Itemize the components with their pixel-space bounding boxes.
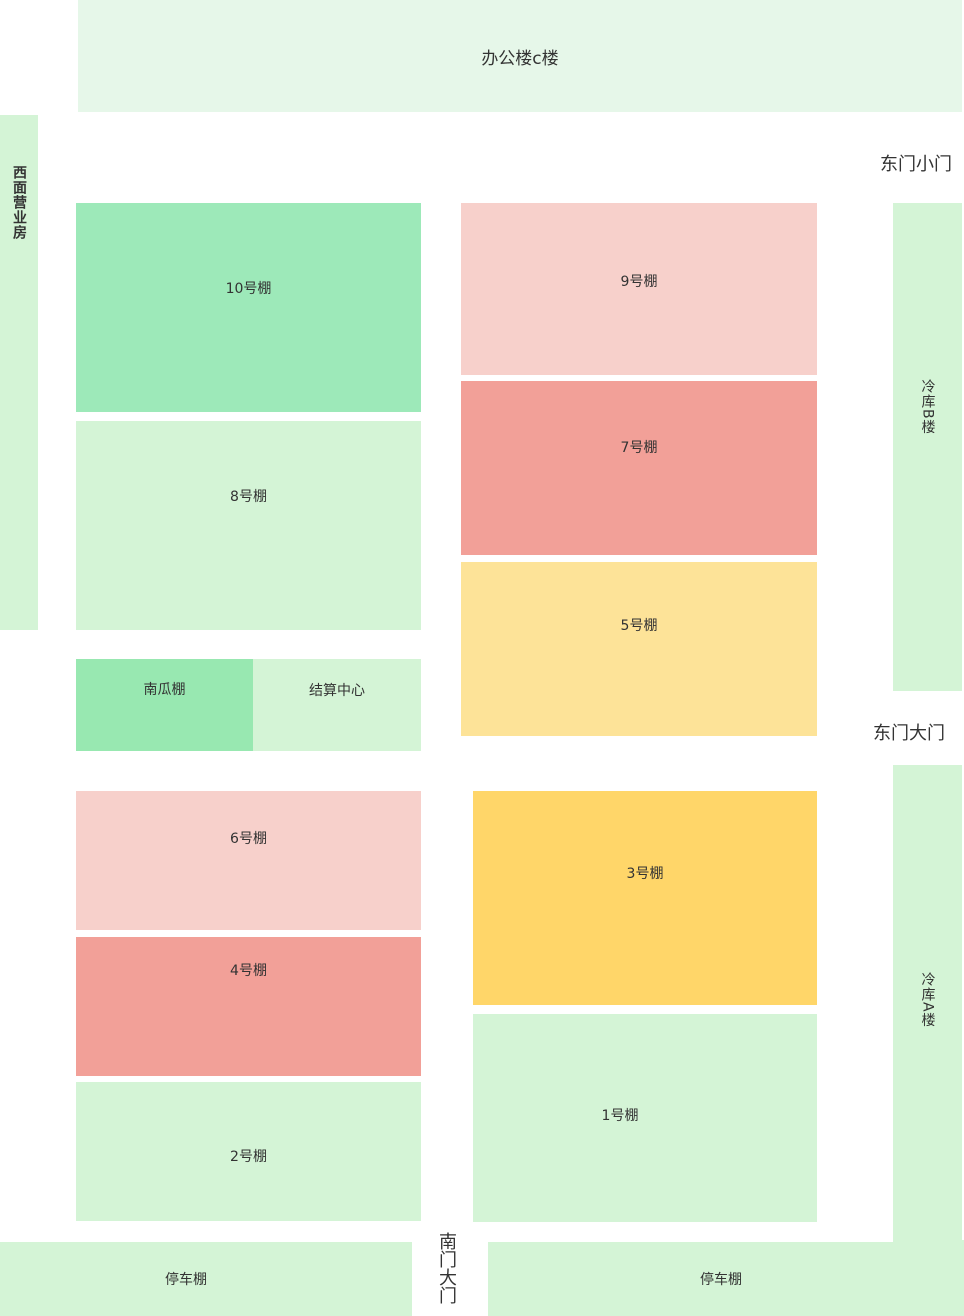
shed-7[interactable]: 7号棚	[461, 381, 817, 555]
cold-storage-b[interactable]: 冷库B楼	[893, 203, 962, 691]
west-business-rooms[interactable]: 西面营业房	[0, 115, 38, 630]
west-business-rooms-label: 西面营业房	[11, 165, 27, 240]
shed-9[interactable]: 9号棚	[461, 203, 817, 375]
shed-5[interactable]: 5号棚	[461, 562, 817, 736]
shed-3[interactable]: 3号棚	[473, 791, 817, 1005]
cold-storage-b-label: 冷库B楼	[919, 379, 936, 435]
office-building-c-label: 办公楼c楼	[481, 48, 559, 69]
shed-8[interactable]: 8号棚	[76, 421, 421, 630]
settlement-center[interactable]: 结算中心	[253, 659, 421, 751]
shed-7-label: 7号棚	[620, 440, 658, 456]
east-small-gate-label: 东门小门	[880, 154, 952, 175]
shed-10[interactable]: 10号棚	[76, 203, 421, 412]
shed-5-label: 5号棚	[620, 618, 658, 634]
parking-shed-right-label: 停车棚	[700, 1272, 742, 1288]
settlement-center-label: 结算中心	[309, 683, 365, 699]
shed-9-label: 9号棚	[620, 274, 658, 290]
shed-4[interactable]: 4号棚	[76, 937, 421, 1076]
shed-2-label: 2号棚	[230, 1148, 267, 1165]
parking-shed-left-label: 停车棚	[165, 1272, 207, 1288]
shed-10-label: 10号棚	[225, 280, 272, 297]
cold-storage-a-label: 冷库A楼	[919, 972, 936, 1028]
shed-4-label: 4号棚	[230, 962, 267, 979]
shed-8-label: 8号棚	[230, 488, 267, 505]
parking-shed-left[interactable]: 停车棚	[0, 1242, 412, 1316]
shed-3-label: 3号棚	[626, 866, 664, 882]
shed-1-label: 1号棚	[601, 1108, 639, 1124]
parking-shed-right[interactable]: 停车棚	[488, 1242, 964, 1316]
cold-storage-a[interactable]: 冷库A楼	[893, 765, 962, 1295]
pumpkin-shed[interactable]: 南瓜棚	[76, 659, 253, 751]
shed-2[interactable]: 2号棚	[76, 1082, 421, 1221]
office-building-c[interactable]: 办公楼c楼	[78, 0, 962, 112]
shed-1[interactable]: 1号棚	[473, 1014, 817, 1222]
pumpkin-shed-label: 南瓜棚	[143, 682, 186, 698]
east-main-gate-label: 东门大门	[873, 723, 945, 744]
shed-6[interactable]: 6号棚	[76, 791, 421, 930]
south-main-gate-label: 南门大门	[436, 1232, 457, 1304]
shed-6-label: 6号棚	[230, 830, 267, 847]
